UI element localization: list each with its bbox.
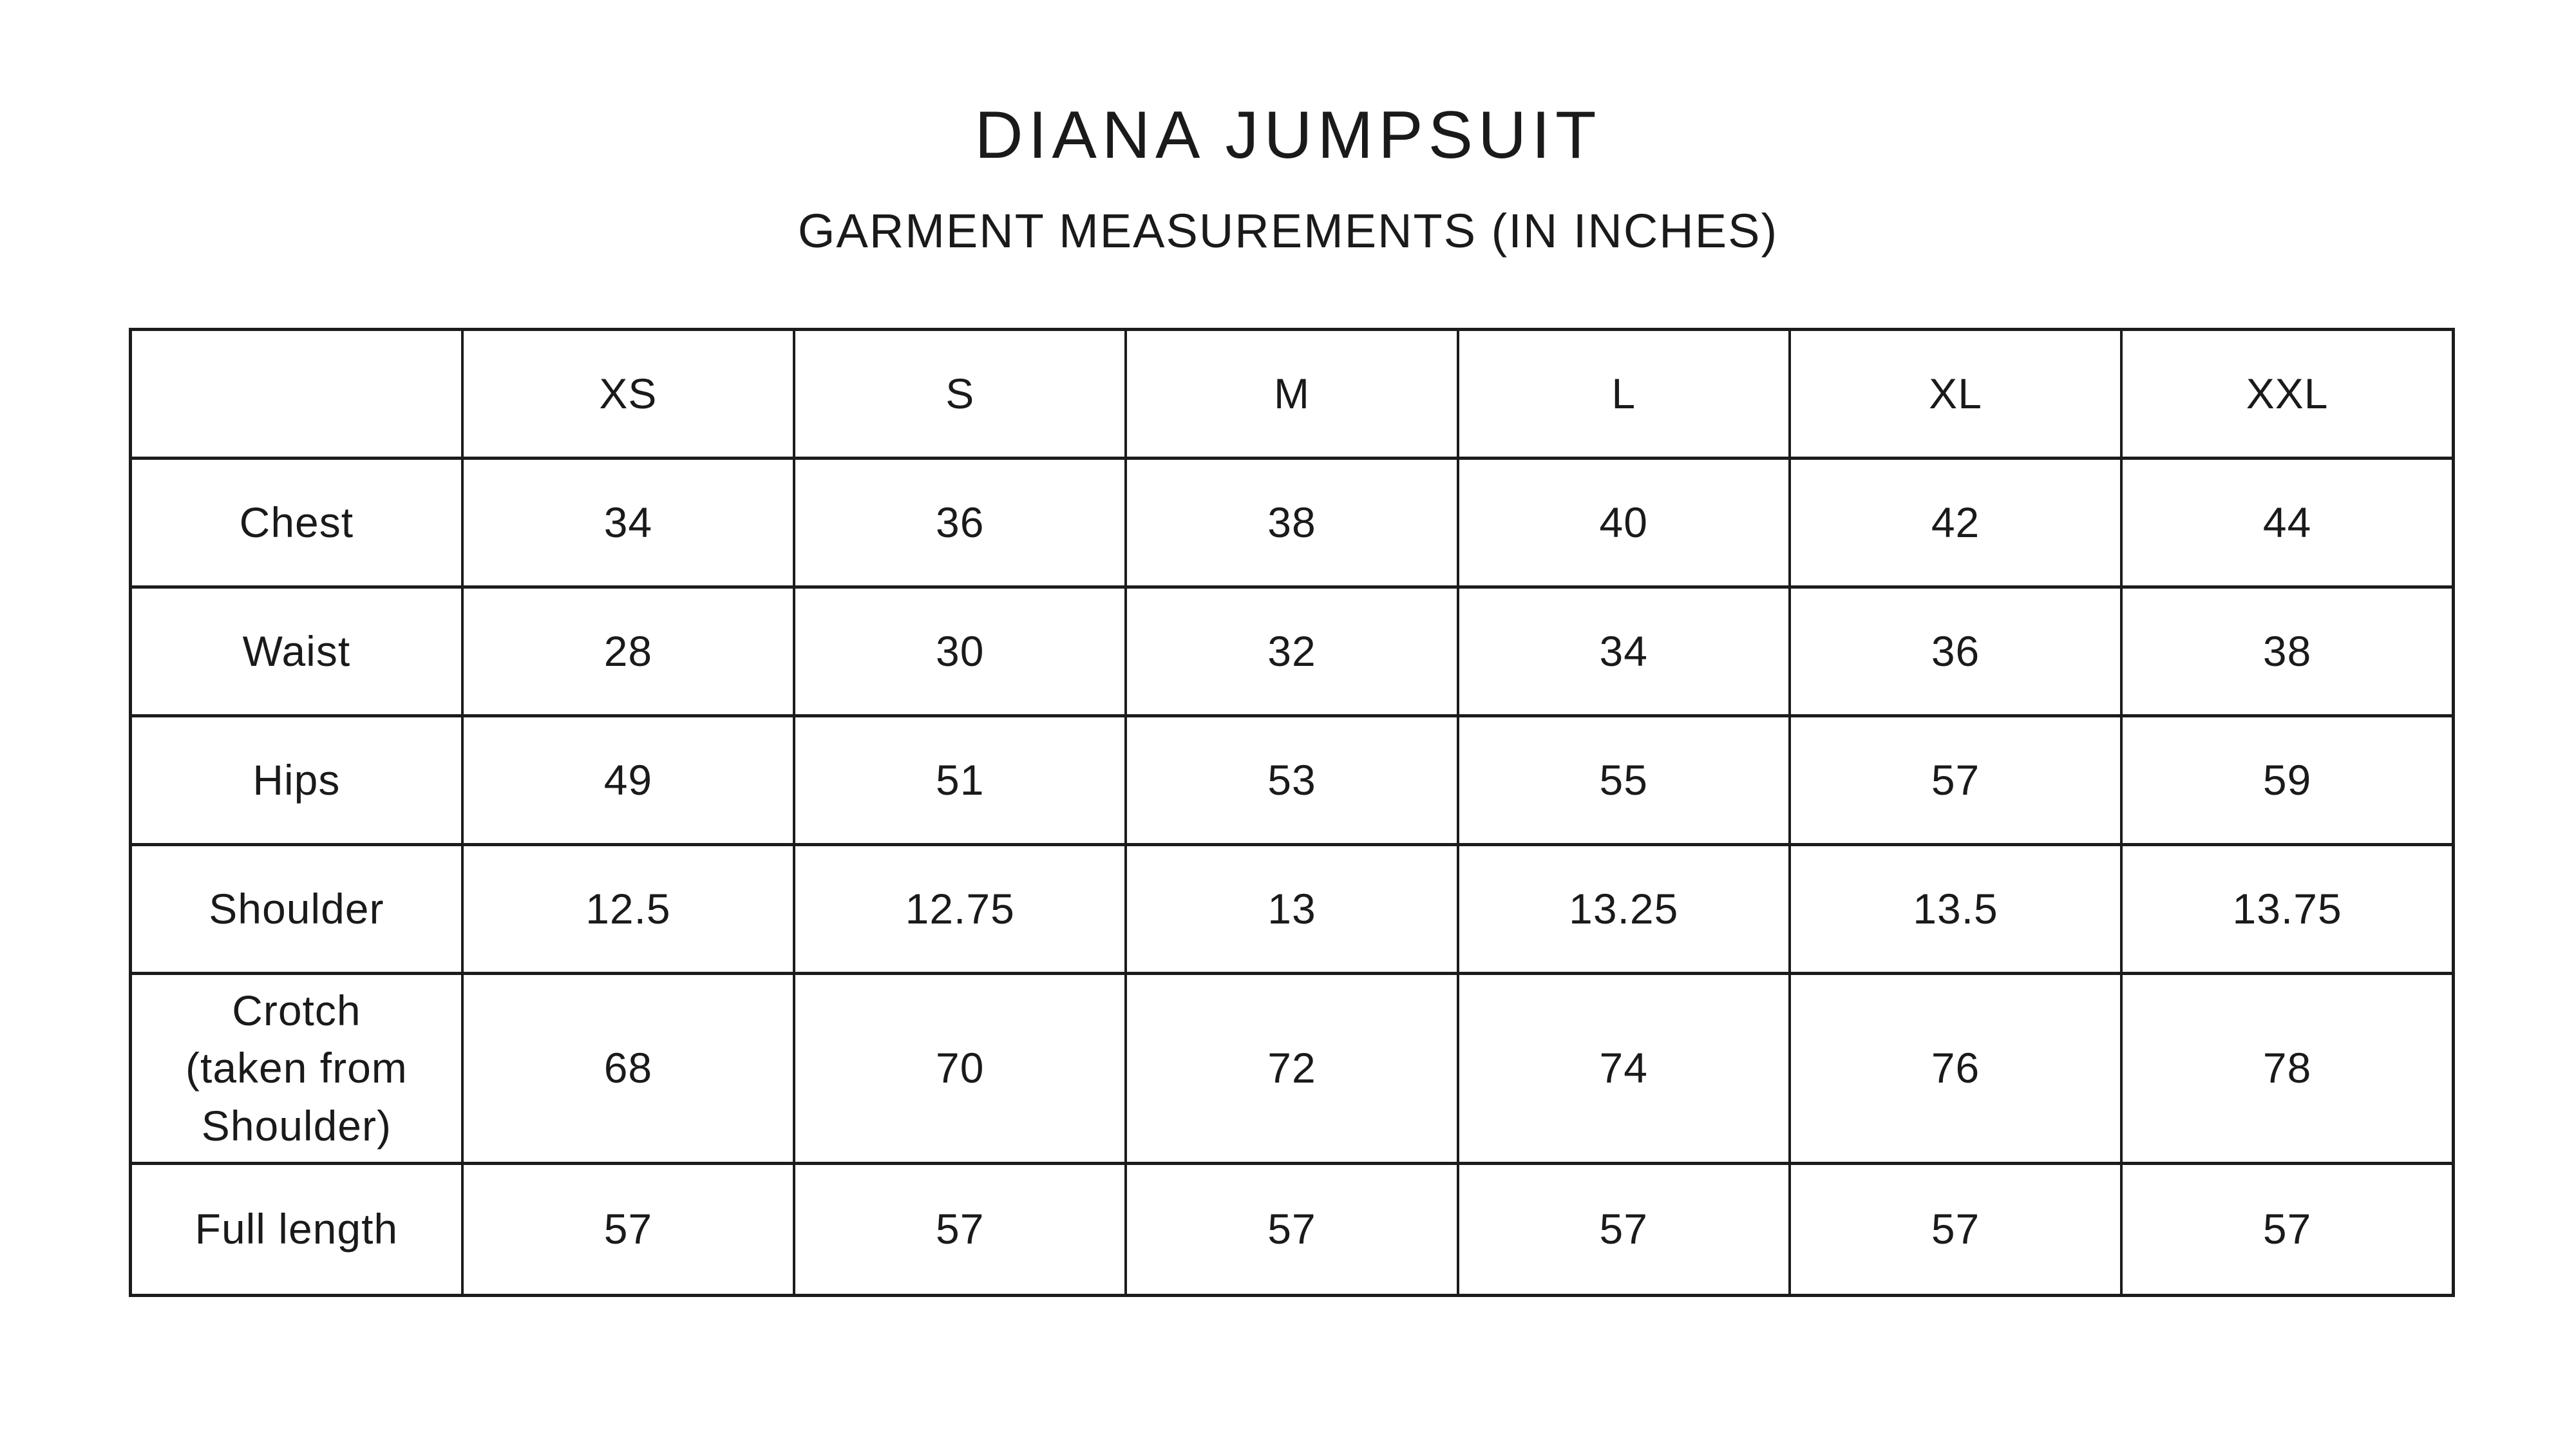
- cell-waist-xxl: 38: [2120, 585, 2455, 717]
- cell-chest-xxl: 44: [2120, 457, 2455, 589]
- cell-hips-xl: 57: [1788, 714, 2123, 846]
- measurements-table: XS S M L XL XXL Chest 34 36 38 40 42 44 …: [129, 328, 2455, 1297]
- page-subtitle: GARMENT MEASUREMENTS (IN INCHES): [797, 204, 1779, 258]
- table-row-waist: Waist 28 30 32 34 36 38: [129, 585, 2455, 717]
- cell-hips-xs: 49: [460, 714, 796, 846]
- cell-hips-xxl: 59: [2120, 714, 2455, 846]
- cell-full-length-xxl: 57: [2120, 1162, 2455, 1297]
- cell-crotch-m: 72: [1124, 972, 1459, 1165]
- cell-full-length-s: 57: [793, 1162, 1128, 1297]
- cell-waist-m: 32: [1124, 585, 1459, 717]
- cell-full-length-l: 57: [1456, 1162, 1791, 1297]
- cell-chest-xl: 42: [1788, 457, 2123, 589]
- cell-crotch-xl: 76: [1788, 972, 2123, 1165]
- col-header-m: M: [1124, 328, 1459, 460]
- cell-shoulder-xs: 12.5: [460, 843, 796, 975]
- cell-hips-l: 55: [1456, 714, 1791, 846]
- cell-waist-xs: 28: [460, 585, 796, 717]
- table-row-crotch: Crotch (taken from Shoulder) 68 70 72 74…: [129, 972, 2455, 1165]
- cell-crotch-s: 70: [793, 972, 1128, 1165]
- col-header-l: L: [1456, 328, 1791, 460]
- cell-hips-m: 53: [1124, 714, 1459, 846]
- cell-chest-m: 38: [1124, 457, 1459, 589]
- cell-hips-s: 51: [793, 714, 1128, 846]
- cell-shoulder-l: 13.25: [1456, 843, 1791, 975]
- row-label-shoulder: Shoulder: [129, 843, 464, 975]
- cell-shoulder-m: 13: [1124, 843, 1459, 975]
- col-header-s: S: [793, 328, 1128, 460]
- row-label-crotch: Crotch (taken from Shoulder): [129, 972, 464, 1165]
- page-title: DIANA JUMPSUIT: [974, 98, 1602, 173]
- row-label-full-length: Full length: [129, 1162, 464, 1297]
- cell-chest-l: 40: [1456, 457, 1791, 589]
- cell-crotch-xxl: 78: [2120, 972, 2455, 1165]
- table-row-shoulder: Shoulder 12.5 12.75 13 13.25 13.5 13.75: [129, 843, 2455, 975]
- table-row-hips: Hips 49 51 53 55 57 59: [129, 714, 2455, 846]
- col-header-xxl: XXL: [2120, 328, 2455, 460]
- cell-chest-s: 36: [793, 457, 1128, 589]
- cell-shoulder-s: 12.75: [793, 843, 1128, 975]
- cell-waist-l: 34: [1456, 585, 1791, 717]
- cell-full-length-xs: 57: [460, 1162, 796, 1297]
- col-header-xl: XL: [1788, 328, 2123, 460]
- table-row-full-length: Full length 57 57 57 57 57 57: [129, 1162, 2455, 1297]
- corner-cell: [129, 328, 464, 460]
- row-label-waist: Waist: [129, 585, 464, 717]
- cell-shoulder-xxl: 13.75: [2120, 843, 2455, 975]
- cell-shoulder-xl: 13.5: [1788, 843, 2123, 975]
- cell-waist-s: 30: [793, 585, 1128, 717]
- cell-full-length-xl: 57: [1788, 1162, 2123, 1297]
- cell-waist-xl: 36: [1788, 585, 2123, 717]
- cell-crotch-xs: 68: [460, 972, 796, 1165]
- header-row: XS S M L XL XXL: [129, 328, 2455, 460]
- col-header-xs: XS: [460, 328, 796, 460]
- cell-crotch-l: 74: [1456, 972, 1791, 1165]
- cell-full-length-m: 57: [1124, 1162, 1459, 1297]
- cell-chest-xs: 34: [460, 457, 796, 589]
- row-label-chest: Chest: [129, 457, 464, 589]
- table-row-chest: Chest 34 36 38 40 42 44: [129, 457, 2455, 589]
- row-label-hips: Hips: [129, 714, 464, 846]
